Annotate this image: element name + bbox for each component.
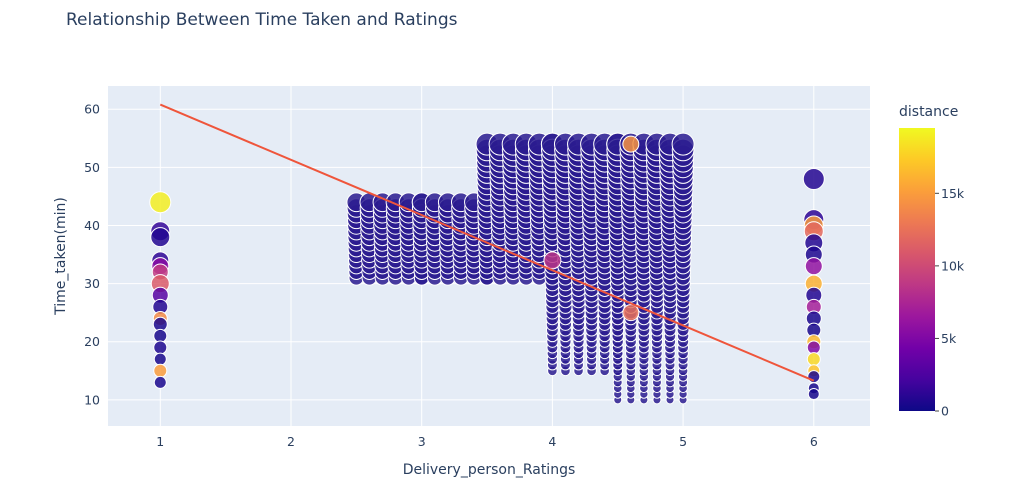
scatter-point: [622, 304, 640, 322]
scatter-point: [153, 375, 167, 389]
colorbar-tick-label: 0: [941, 404, 949, 419]
scatter-point: [806, 352, 821, 367]
y-tick-label: 20: [84, 334, 100, 349]
scatter-point: [153, 363, 168, 378]
x-tick-label: 2: [287, 434, 295, 449]
x-axis-title: Delivery_person_Ratings: [403, 462, 576, 478]
colorbar-tick-label: 5k: [941, 331, 957, 346]
y-tick-label: 10: [84, 392, 100, 407]
x-tick-label: 1: [156, 434, 164, 449]
x-tick-label: 5: [679, 434, 687, 449]
scatter-point: [543, 251, 562, 270]
scatter-point: [806, 340, 821, 355]
axis-tick-labels: 1 2 3 4 5 6 10 20 30 40 50 60: [84, 102, 818, 449]
scatter-points: [149, 132, 825, 405]
scatter-point: [671, 132, 695, 156]
y-tick-label: 60: [84, 102, 100, 117]
colorbar-tick-label: 15k: [941, 186, 965, 201]
y-axis-title: Time_taken(min): [53, 197, 69, 316]
colorbar-ticks: 0 5k 10k 15k: [935, 186, 965, 419]
scatter-point: [149, 191, 172, 214]
scatter-point: [802, 167, 825, 190]
scatter-point: [807, 370, 821, 384]
colorbar-tick-label: 10k: [941, 258, 965, 273]
x-tick-label: 4: [548, 434, 556, 449]
y-tick-label: 40: [84, 218, 100, 233]
scatter-point: [804, 257, 823, 276]
y-tick-label: 30: [84, 276, 100, 291]
scatter-point: [622, 135, 640, 153]
scatter-point: [153, 328, 168, 343]
chart-title: Relationship Between Time Taken and Rati…: [66, 10, 458, 30]
colorbar-title: distance: [899, 104, 958, 120]
scatter-point: [153, 340, 168, 355]
x-tick-label: 6: [810, 434, 818, 449]
colorbar: [899, 128, 935, 411]
trendline: [159, 103, 815, 382]
scatter-point: [153, 352, 167, 366]
y-tick-label: 50: [84, 160, 100, 175]
x-tick-label: 3: [418, 434, 426, 449]
scatter-point: [150, 227, 171, 248]
scatter-point: [807, 388, 820, 401]
